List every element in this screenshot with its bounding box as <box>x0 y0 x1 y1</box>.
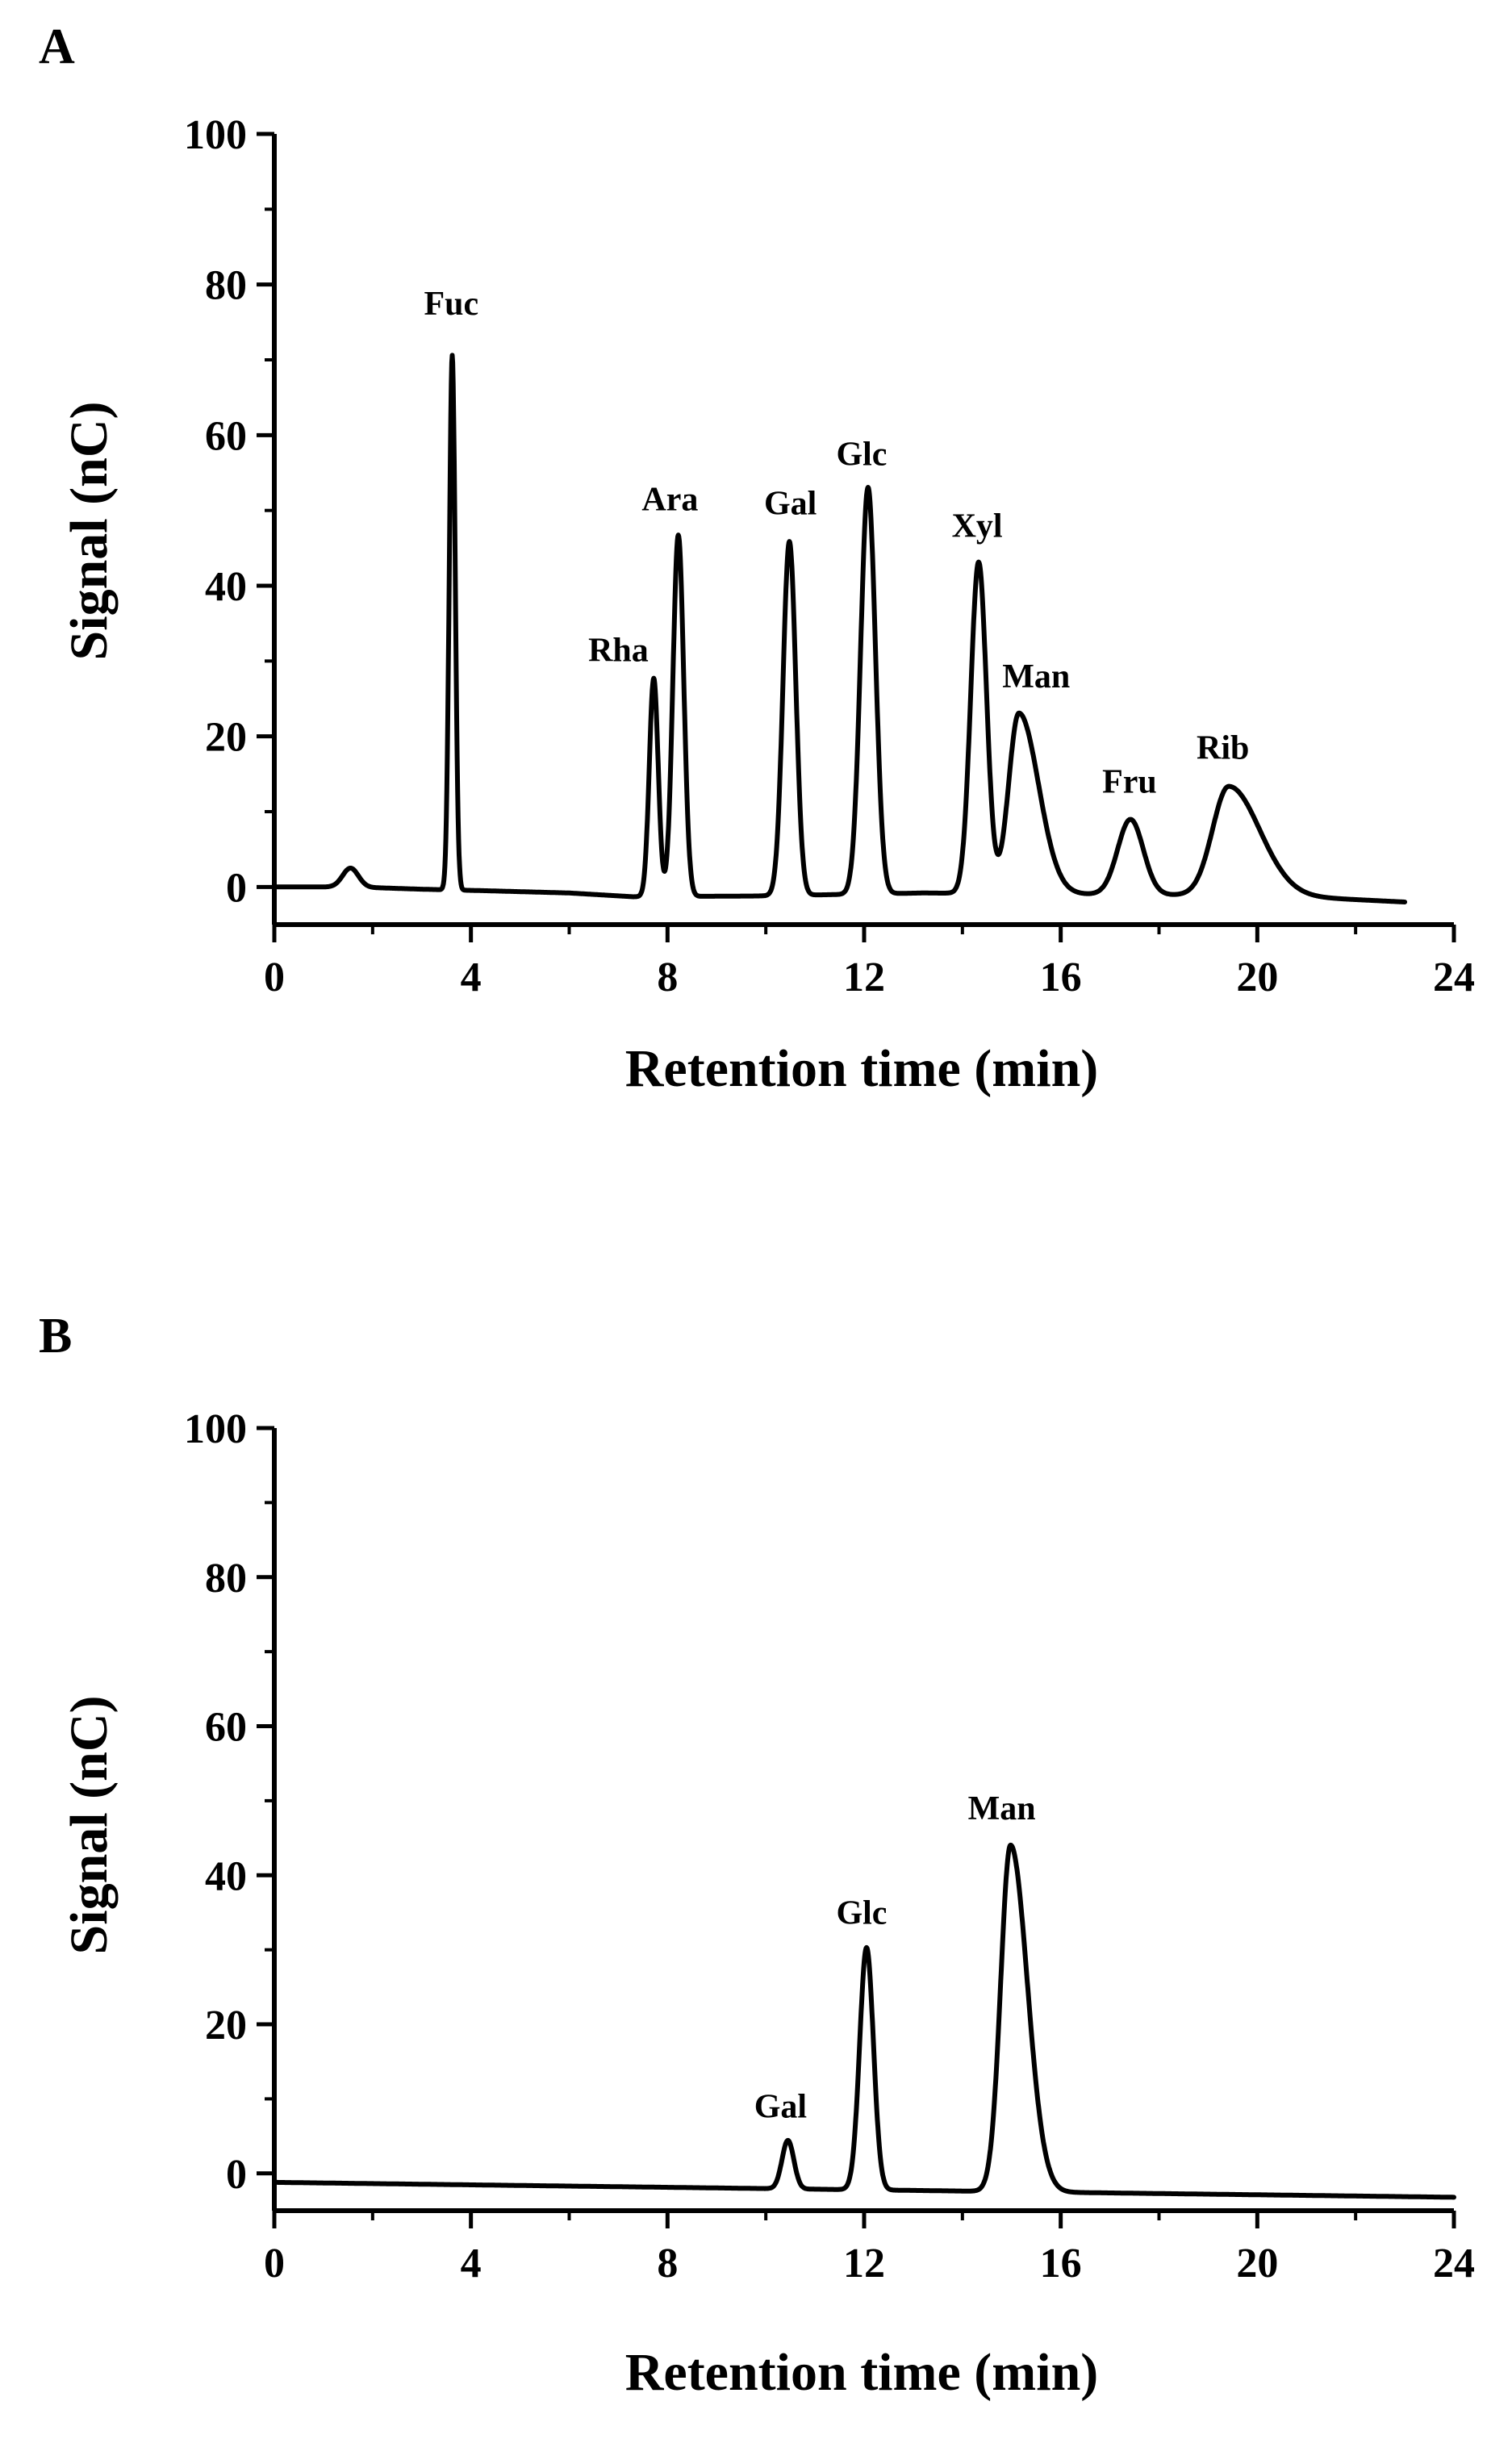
panel-a-peak-label-man: Man <box>1002 658 1070 695</box>
panel-a-x-tick-label: 20 <box>1236 954 1278 1000</box>
panel-b-x-tick-label: 24 <box>1433 2241 1475 2287</box>
panel-a-y-axis-title: Signal (nC) <box>60 402 119 661</box>
panel-a-peak-label-rha: Rha <box>588 632 649 669</box>
panel-b-x-tick-label: 8 <box>657 2241 678 2287</box>
panel-a-axes: 0 20 40 60 80 100 0 4 8 12 16 20 24 <box>184 112 1475 1000</box>
panel-b-y-tick-label: 0 <box>226 2152 247 2198</box>
panel-a-x-tick-label: 0 <box>264 954 285 1000</box>
panel-b-x-tick-label: 0 <box>264 2241 285 2287</box>
panel-a-peak-label-rib: Rib <box>1197 730 1249 767</box>
panel-b-trace-group <box>272 1842 1456 2200</box>
panel-b-peak-labels: Gal Glc Man <box>754 1790 1036 2126</box>
panel-b-label: B <box>39 1309 72 1364</box>
panel-b-chromatogram-trace <box>272 1842 1456 2200</box>
panel-b-x-axis-title: Retention time (min) <box>625 2343 1099 2402</box>
panel-a-peak-label-ara: Ara <box>641 482 698 519</box>
panel-b: B Signal (nC) Retention time (min) 02040… <box>39 1309 1475 2402</box>
panel-b-y-tick-label: 40 <box>205 1853 247 1899</box>
panel-a-y-tick-label: 60 <box>205 413 247 459</box>
panel-a-y-tick-label: 0 <box>226 865 247 911</box>
panel-b-y-tick-label: 80 <box>205 1556 247 1602</box>
panel-a-y-tick-label: 100 <box>184 112 247 158</box>
panel-a: A Signal (nC) Retention time (min) 02040… <box>39 19 1475 1098</box>
panel-a-x-tick-label: 8 <box>657 954 678 1000</box>
panel-b-x-tick-label: 12 <box>843 2241 885 2287</box>
panel-a-trace-group <box>272 353 1408 904</box>
panel-b-y-axis-title: Signal (nC) <box>60 1696 119 1955</box>
panel-a-label: A <box>39 19 75 74</box>
panel-a-peak-label-gal: Gal <box>764 485 817 522</box>
panel-b-x-tick-label: 16 <box>1040 2241 1082 2287</box>
panel-a-peak-label-fru: Fru <box>1102 764 1157 801</box>
panel-b-axes: 0 20 40 60 80 100 0 4 8 12 16 20 24 <box>184 1406 1475 2287</box>
panel-a-peak-label-fuc: Fuc <box>424 286 478 323</box>
panel-b-peak-label-glc: Glc <box>836 1894 887 1932</box>
panel-a-y-tick-label: 20 <box>205 715 247 761</box>
panel-a-y-tick-label: 40 <box>205 564 247 610</box>
panel-b-x-tick-label: 20 <box>1236 2241 1278 2287</box>
panel-b-peak-label-man: Man <box>968 1790 1036 1827</box>
panel-a-peak-label-glc: Glc <box>836 436 887 474</box>
panel-a-x-tick-label: 16 <box>1040 954 1082 1000</box>
panel-b-y-tick-label: 100 <box>184 1406 247 1452</box>
panel-a-x-tick-label: 12 <box>843 954 885 1000</box>
panel-a-peak-labels: Fuc Rha Ara Gal Glc Xyl Man Fru Rib <box>424 286 1249 801</box>
panel-a-chromatogram-trace <box>272 353 1408 904</box>
panel-a-x-tick-label: 4 <box>461 954 482 1000</box>
panel-a-y-tick-label: 80 <box>205 263 247 309</box>
panel-b-x-tick-label: 4 <box>461 2241 482 2287</box>
panel-b-y-tick-label: 20 <box>205 2003 247 2049</box>
panel-a-x-axis-title: Retention time (min) <box>625 1039 1099 1098</box>
panel-a-x-tick-label: 24 <box>1433 954 1475 1000</box>
panel-b-peak-label-gal: Gal <box>754 2089 807 2126</box>
panel-b-y-tick-label: 60 <box>205 1705 247 1751</box>
panel-a-peak-label-xyl: Xyl <box>952 507 1003 545</box>
